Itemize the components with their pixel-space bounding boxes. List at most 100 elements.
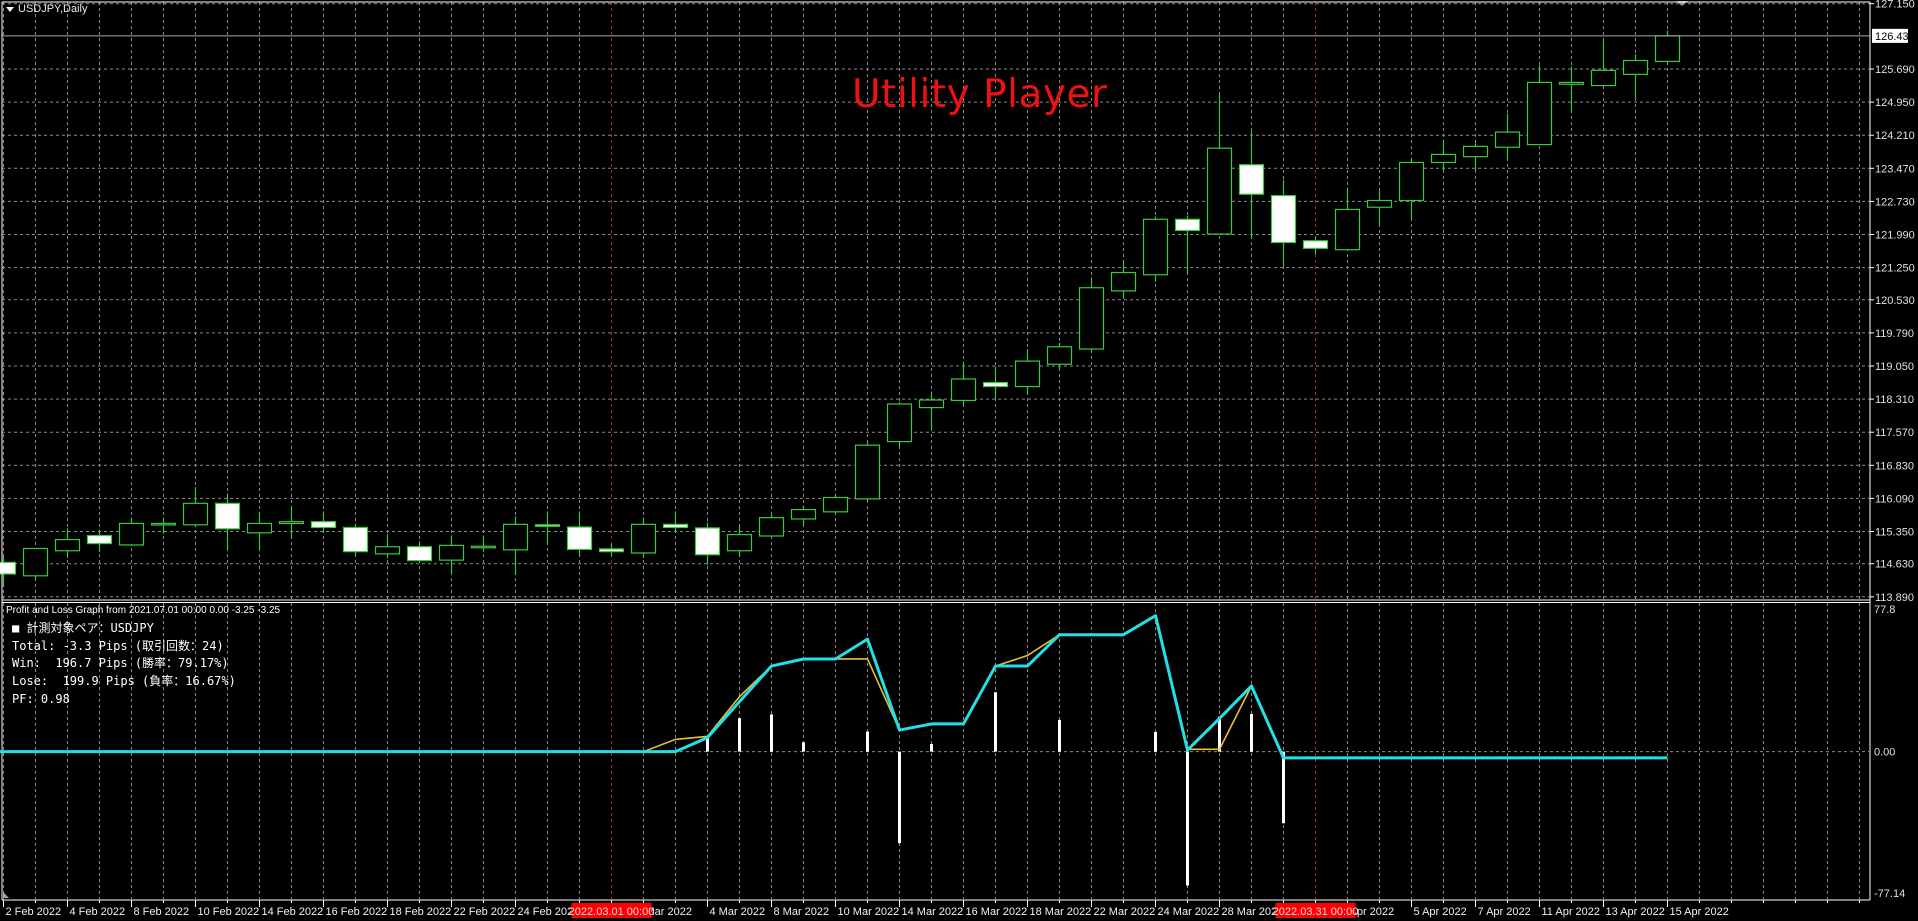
separator-date-badge	[1275, 903, 1356, 918]
candle-body	[822, 496, 849, 513]
candle-body	[1622, 59, 1649, 75]
candle	[502, 516, 529, 575]
candle	[1398, 158, 1425, 220]
candle	[1078, 277, 1105, 351]
candle	[0, 556, 17, 587]
candle-body	[1046, 346, 1073, 365]
current-price-label: 126.431	[1875, 31, 1915, 43]
candle	[1654, 30, 1681, 62]
date-axis-label: 4 Feb 2022	[70, 906, 126, 918]
candle-body	[278, 521, 305, 525]
candle-body	[982, 381, 1009, 388]
overlay-text-label: Utility Player	[852, 72, 1108, 117]
date-axis-label: 22 Mar 2022	[1094, 906, 1156, 918]
candle-body	[1558, 81, 1585, 85]
candle-body	[1334, 208, 1361, 251]
pnl-trade-bar	[1250, 713, 1253, 752]
pnl-trade-bar	[1154, 731, 1157, 752]
candle	[662, 511, 689, 532]
date-axis-label: 24 Feb 2022	[518, 906, 580, 918]
price-axis-label: 124.950	[1875, 97, 1915, 109]
candle	[1494, 113, 1521, 160]
candle-body	[310, 521, 337, 529]
candle-body	[758, 517, 785, 537]
pnl-line-cumulative	[0, 614, 1668, 760]
separator-date-label: 2022.03.31 00:00	[1273, 906, 1359, 918]
candle	[438, 535, 465, 574]
candle	[86, 529, 113, 553]
candle-body	[150, 522, 177, 526]
candle	[342, 523, 369, 556]
candle-body	[662, 523, 689, 529]
date-axis-label: 24 Mar 2022	[1158, 906, 1220, 918]
candle-body	[726, 534, 753, 552]
candle-body	[1526, 81, 1553, 146]
pnl-trade-bar	[1218, 716, 1221, 752]
pnl-trade-bar	[1058, 719, 1061, 752]
candle-body	[630, 523, 657, 554]
candle	[1590, 40, 1617, 87]
candle	[150, 517, 177, 534]
candle	[1622, 54, 1649, 99]
candle-body	[374, 546, 401, 555]
price-axis-label: 125.690	[1875, 64, 1915, 76]
date-axis-label: 10 Mar 2022	[838, 906, 900, 918]
candle	[1270, 179, 1297, 268]
pnl-stats-block: ■ 計測対象ペア：USDJPY Total: -3.3 Pips (取引回数：2…	[12, 620, 236, 709]
candle-body	[1654, 35, 1681, 62]
date-axis-label: 28 Mar 2022	[1222, 906, 1284, 918]
candle-body	[118, 522, 145, 546]
date-axis-label: 8 Feb 2022	[134, 906, 190, 918]
pnl-indicator-title: Profit and Loss Graph from 2021.07.01 00…	[6, 605, 281, 616]
resize-corner-icon[interactable]	[3, 892, 9, 898]
candle	[54, 528, 81, 558]
pnl-axis-label: 77.8	[1874, 604, 1895, 616]
candle-body	[1430, 153, 1457, 164]
dropdown-triangle-icon[interactable]	[6, 6, 14, 12]
candle-body	[1014, 360, 1041, 388]
candle-body	[1398, 161, 1425, 202]
candle	[822, 493, 849, 515]
pnl-trade-bar	[706, 738, 709, 752]
candle-body	[86, 534, 113, 545]
date-axis-label: 14 Feb 2022	[262, 906, 324, 918]
candle-body	[1238, 164, 1265, 195]
candle-body	[502, 523, 529, 551]
candle-body	[54, 538, 81, 552]
stat-total: Total: -3.3 Pips (取引回数：24)	[12, 638, 224, 653]
price-axis-label: 116.830	[1875, 460, 1914, 472]
candle-body	[790, 508, 817, 520]
candle-body	[1142, 218, 1169, 276]
candle	[950, 361, 977, 406]
candle-body	[406, 546, 433, 562]
candle	[758, 511, 785, 539]
candle-body	[1590, 69, 1617, 87]
candle	[982, 366, 1009, 399]
symbol-timeframe-label: USDJPY,Daily	[18, 3, 88, 15]
candle	[1110, 259, 1137, 299]
candle	[1206, 94, 1233, 235]
candle	[1046, 342, 1073, 370]
candle	[374, 534, 401, 559]
date-axis-label: 18 Feb 2022	[390, 906, 452, 918]
date-axis-label: 16 Mar 2022	[966, 906, 1028, 918]
price-axis-label: 119.790	[1875, 328, 1914, 340]
candle-body	[1462, 145, 1489, 158]
price-axis-label: 116.090	[1875, 493, 1914, 505]
pnl-trade-bar	[738, 718, 741, 752]
separator-date-label: 2022.03.01 00:00	[569, 906, 655, 918]
chart-window-title[interactable]: USDJPY,Daily	[6, 3, 88, 15]
candle-body	[1174, 218, 1201, 232]
price-axis-label: 119.050	[1875, 361, 1914, 373]
date-axis-label: 11 Apr 2022	[1542, 906, 1601, 918]
candle-body	[470, 545, 497, 549]
candle-body	[918, 399, 945, 409]
price-axis-label: 117.570	[1875, 427, 1914, 439]
candle	[694, 522, 721, 565]
candle	[918, 391, 945, 430]
candle	[886, 402, 913, 448]
price-axis-label: 114.630	[1875, 559, 1914, 571]
date-axis-label: 18 Mar 2022	[1030, 906, 1092, 918]
candle-body	[534, 524, 561, 527]
